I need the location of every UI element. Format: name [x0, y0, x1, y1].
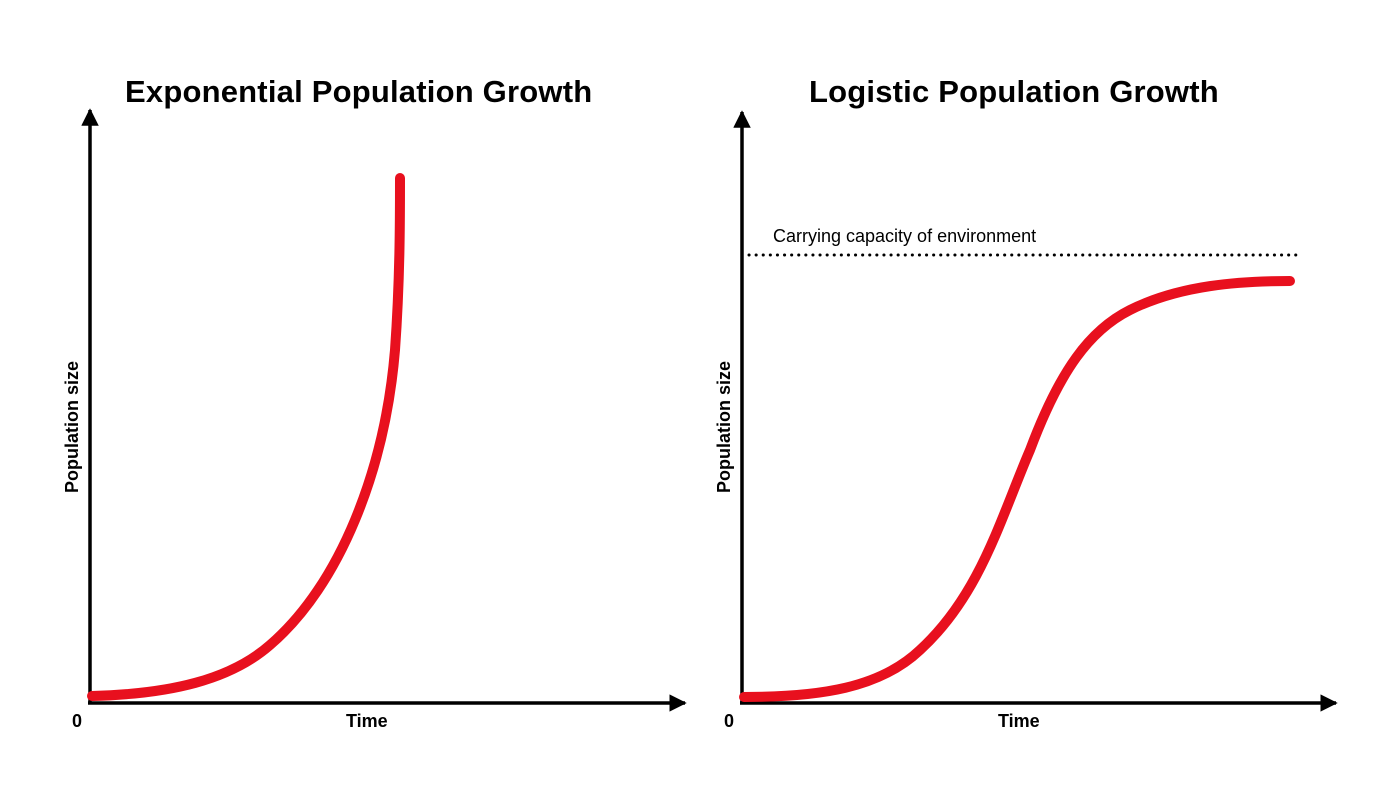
exponential-axes: [81, 108, 687, 712]
logistic-origin-label: 0: [724, 711, 735, 731]
logistic-chart-title: Logistic Population Growth: [809, 74, 1219, 109]
exponential-origin-label: 0: [72, 711, 83, 731]
exponential-chart-title: Exponential Population Growth: [125, 74, 593, 109]
logistic-growth-curve: [739, 276, 1295, 702]
exponential-growth-curve: [87, 173, 405, 701]
exponential-x-axis-label: Time: [346, 711, 388, 731]
logistic-x-axis-label: Time: [998, 711, 1040, 731]
logistic-axes: [733, 110, 1338, 712]
carrying-capacity-label: Carrying capacity of environment: [773, 226, 1037, 246]
